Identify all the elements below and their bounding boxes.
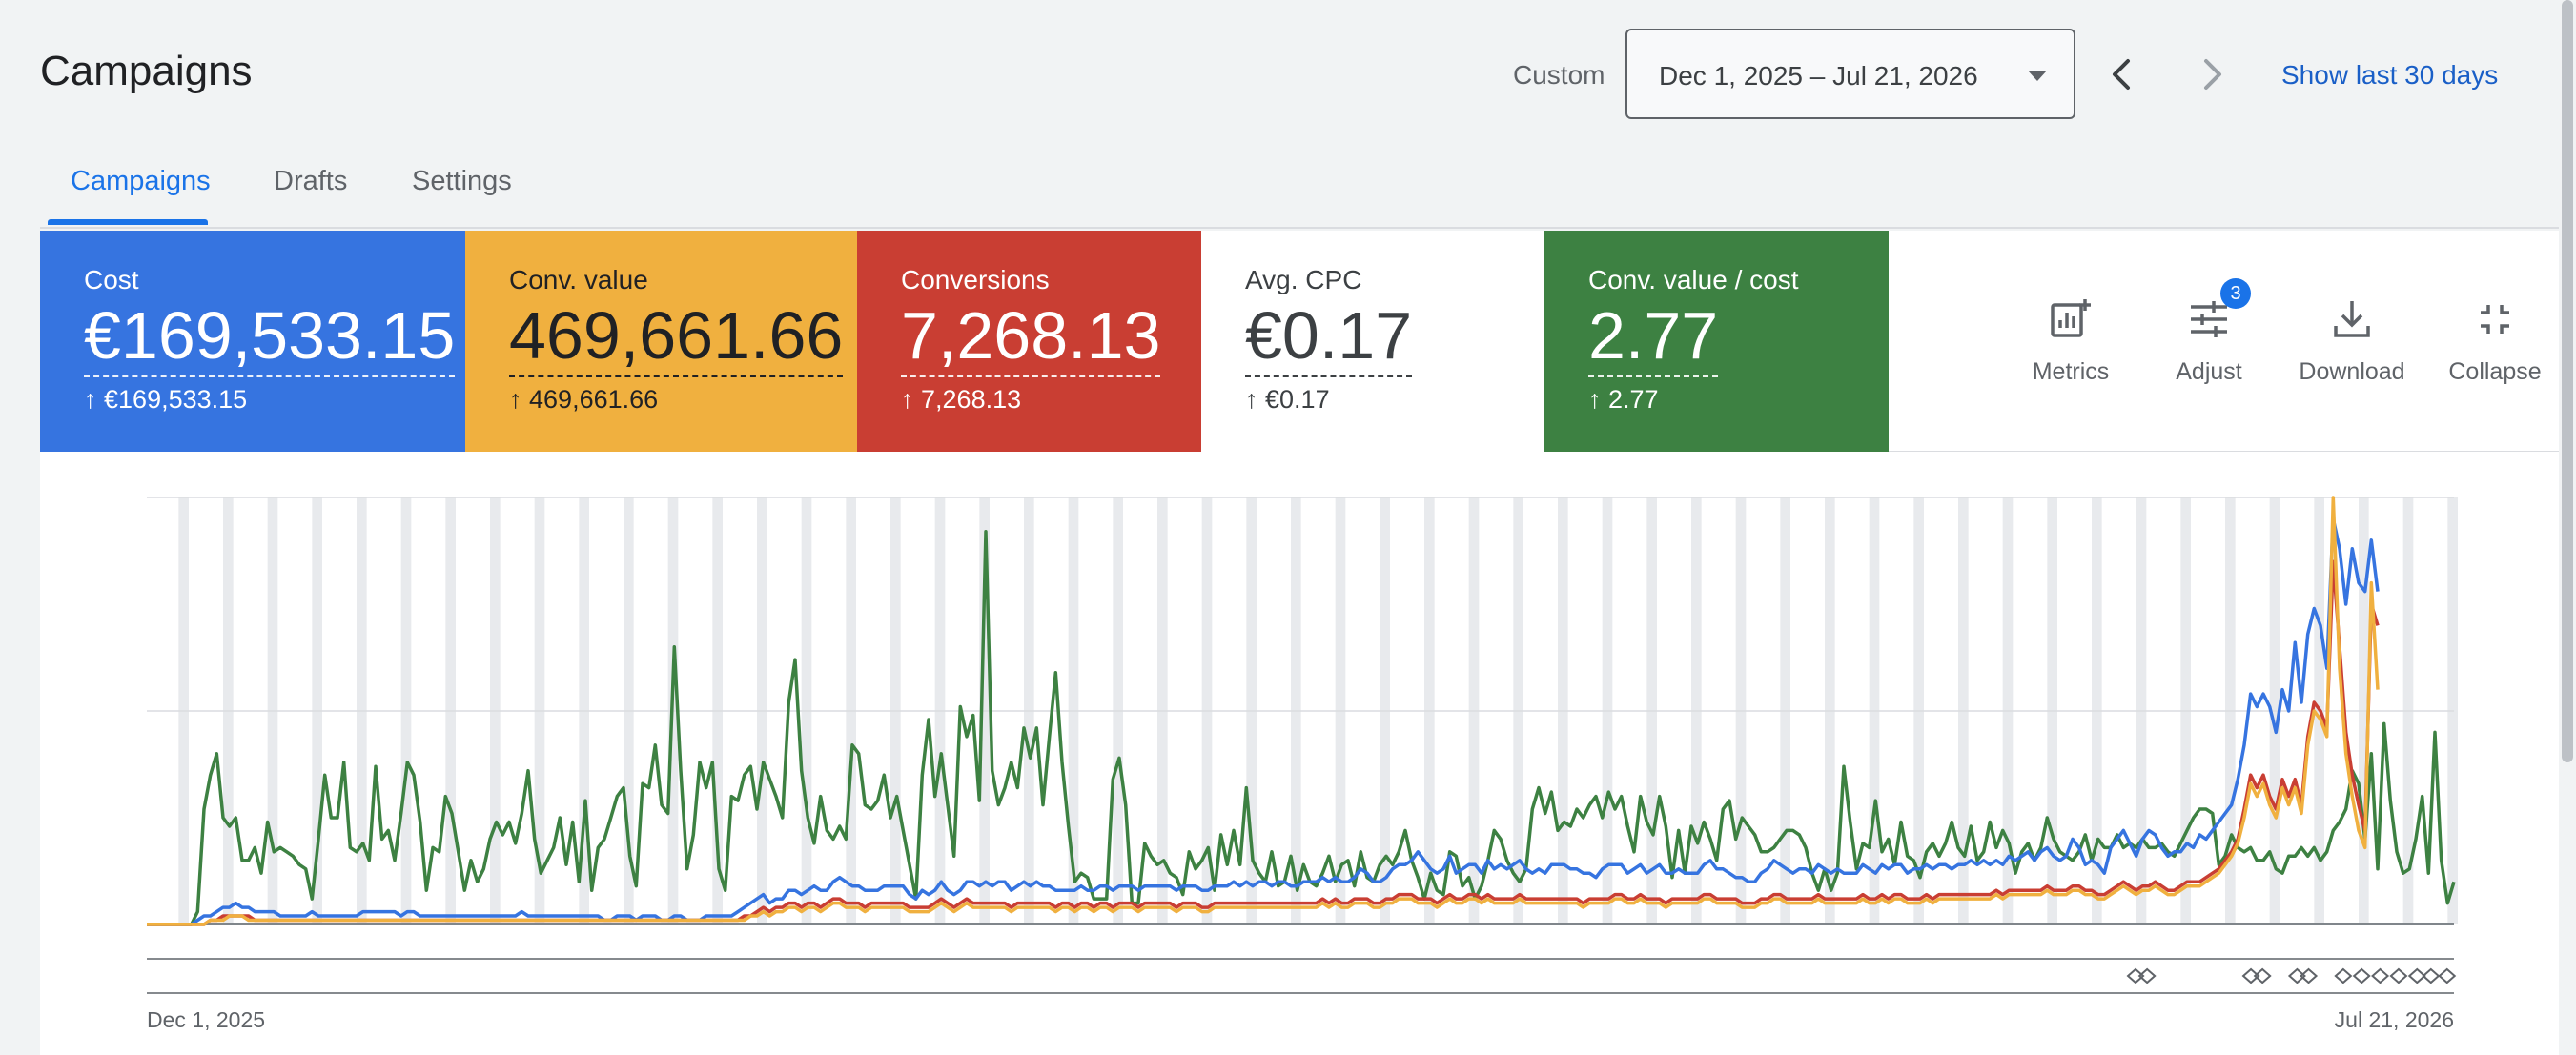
change-history-marker-icon[interactable]: [2352, 967, 2371, 984]
series-line-conv-value-cost[interactable]: [147, 530, 2456, 926]
download-icon: [2334, 301, 2370, 337]
collapse-button[interactable]: Collapse: [2428, 297, 2562, 386]
top-bar: Campaigns Custom Dec 1, 2025 – Jul 21, 2…: [0, 0, 2576, 143]
chart-toolbar: Metrics 3 Adjust Download: [2004, 278, 2576, 440]
change-history-marker-icon[interactable]: [2371, 967, 2390, 984]
scorecard-name: Avg. CPC: [1245, 265, 1362, 294]
performance-chart-panel: Dec 1, 2025 Jul 21, 2026: [40, 452, 2576, 1055]
annotation-timeline: [147, 958, 2457, 994]
adjust-button[interactable]: 3 Adjust: [2142, 278, 2276, 386]
scorecard-name: Conv. value: [509, 265, 648, 294]
chevron-left-icon: [2113, 59, 2130, 90]
next-period-button[interactable]: [2183, 46, 2240, 103]
show-last-30-days-link[interactable]: Show last 30 days: [2281, 60, 2499, 90]
chart-gridlines: [147, 497, 2454, 925]
scorecard-delta: ↑ 469,661.66: [509, 385, 659, 414]
scorecard-value: €169,533.15: [84, 297, 456, 377]
change-history-marker-icon[interactable]: [2253, 967, 2272, 984]
collapse-icon: [2481, 305, 2509, 334]
tool-label: Adjust: [2176, 358, 2242, 385]
x-axis-start-label: Dec 1, 2025: [147, 1007, 265, 1032]
chart-series-lines: [147, 496, 2456, 926]
change-history-marker-icon[interactable]: [2389, 967, 2408, 984]
scorecard-avg-cpc[interactable]: Avg. CPC €0.17 ↑ €0.17: [1201, 231, 1544, 452]
performance-line-chart[interactable]: Dec 1, 2025 Jul 21, 2026: [40, 452, 2557, 1055]
scorecard-bar: Cost €169,533.15 ↑ €169,533.15 Conv. val…: [40, 231, 2576, 452]
tune-icon: [2191, 301, 2227, 337]
tool-label: Collapse: [2448, 358, 2542, 385]
tool-label: Metrics: [2032, 358, 2110, 385]
scorecard-delta: ↑ €169,533.15: [84, 385, 248, 414]
change-history-marker-icon[interactable]: [2137, 967, 2157, 984]
tab-settings[interactable]: Settings: [412, 166, 512, 196]
metrics-add-icon: [2051, 299, 2091, 337]
scorecard-name: Conv. value / cost: [1588, 265, 1799, 294]
change-history-marker-icon[interactable]: [2334, 967, 2353, 984]
chevron-right-icon: [2204, 59, 2221, 90]
tab-divider: [40, 227, 2576, 229]
x-axis-end-label: Jul 21, 2026: [2335, 1007, 2454, 1032]
download-button[interactable]: Download: [2285, 297, 2419, 386]
scorecard-delta: ↑ 7,268.13: [901, 385, 1022, 414]
scorecard-name: Cost: [84, 265, 139, 294]
tab-campaigns[interactable]: Campaigns: [71, 166, 211, 196]
previous-period-button[interactable]: [2094, 46, 2151, 103]
change-history-marker-icon[interactable]: [2241, 967, 2260, 984]
metrics-button[interactable]: Metrics: [2004, 297, 2137, 386]
change-history-marker-icon[interactable]: [2126, 967, 2145, 984]
scorecard-conv-value-per-cost[interactable]: Conv. value / cost 2.77 ↑ 2.77: [1544, 231, 1889, 452]
scorecard-delta: ↑ €0.17: [1245, 385, 1330, 414]
date-range-value: Dec 1, 2025 – Jul 21, 2026: [1659, 61, 1978, 91]
tab-drafts[interactable]: Drafts: [274, 166, 348, 196]
date-range-type-label: Custom: [1513, 60, 1605, 90]
change-history-marker-icon[interactable]: [2287, 967, 2306, 984]
adjust-count-badge: 3: [2220, 278, 2251, 309]
scorecard-value: 469,661.66: [509, 297, 844, 377]
scorecard-value: 7,268.13: [901, 297, 1161, 377]
page-title: Campaigns: [40, 48, 253, 94]
scorecard-value: 2.77: [1588, 297, 1719, 377]
page-scrollbar[interactable]: [2559, 0, 2576, 1055]
scorecard-conv-value[interactable]: Conv. value 469,661.66 ↑ 469,661.66: [465, 231, 857, 452]
tool-label: Download: [2299, 358, 2405, 385]
change-history-marker-icon[interactable]: [2438, 967, 2457, 984]
scorecard-value: €0.17: [1245, 297, 1413, 377]
series-line-conv-value[interactable]: [147, 496, 2380, 926]
scrollbar-thumb[interactable]: [2562, 0, 2573, 762]
dropdown-arrow-icon: [2028, 71, 2047, 81]
change-history-marker-icon[interactable]: [2300, 967, 2319, 984]
scorecard-conversions[interactable]: Conversions 7,268.13 ↑ 7,268.13: [857, 231, 1201, 452]
series-line-cost[interactable]: [147, 517, 2380, 926]
date-range-picker[interactable]: Dec 1, 2025 – Jul 21, 2026: [1625, 29, 2075, 119]
active-tab-indicator: [48, 219, 208, 225]
scorecard-cost[interactable]: Cost €169,533.15 ↑ €169,533.15: [40, 231, 465, 452]
scorecard-name: Conversions: [901, 265, 1050, 294]
scorecard-delta: ↑ 2.77: [1588, 385, 1659, 414]
